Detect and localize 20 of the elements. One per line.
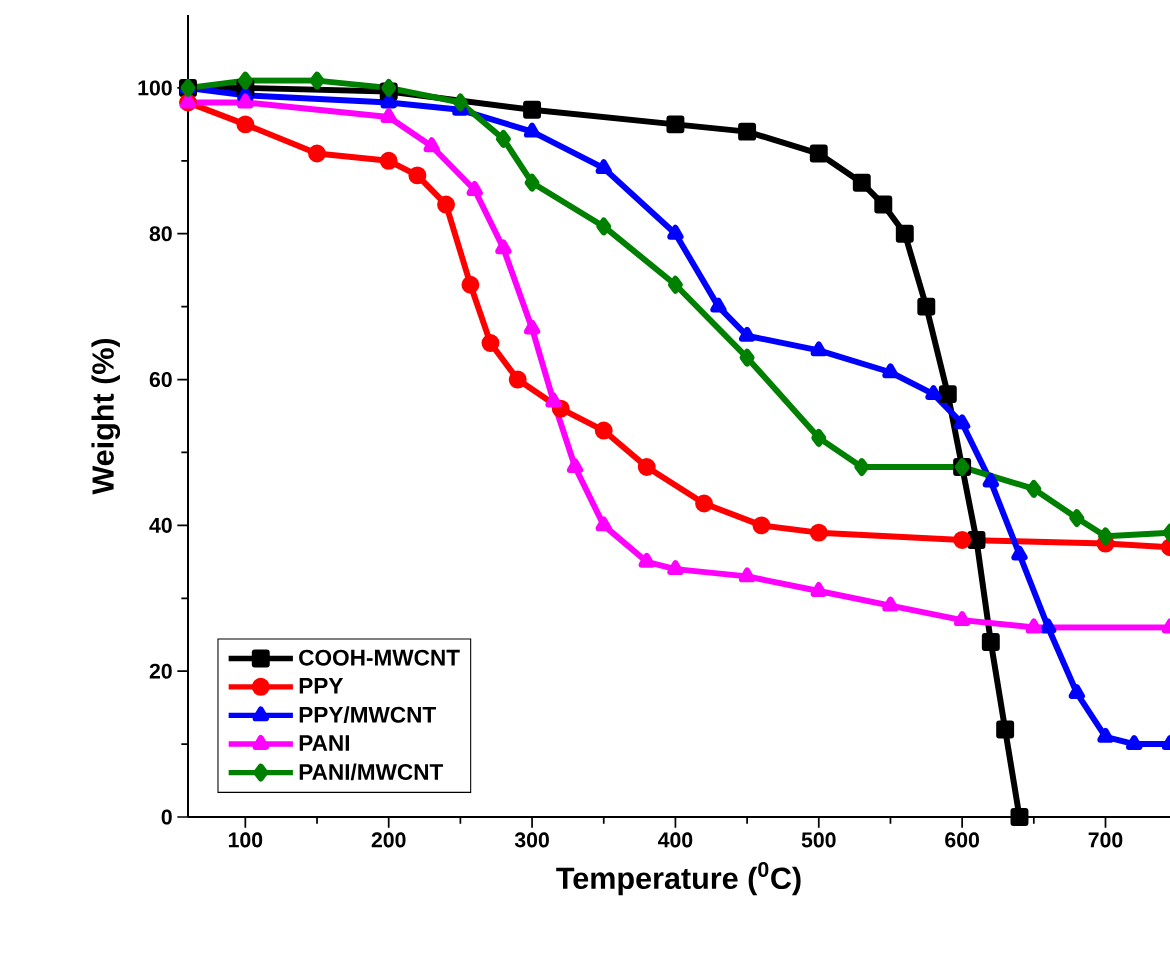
x-tick-label: 600 xyxy=(945,832,979,848)
y-axis-title: Weight (%) xyxy=(91,338,121,495)
legend-label: PANI/MWCNT xyxy=(299,763,444,781)
x-tick-label: 700 xyxy=(1088,832,1123,848)
x-tick-label: 400 xyxy=(658,832,693,848)
x-axis-title: Temperature ($^{0}$C) xyxy=(556,861,801,896)
y-tick-label: 0 xyxy=(161,809,172,825)
y-tick-label: 20 xyxy=(149,663,172,679)
x-tick-label: 300 xyxy=(514,832,549,848)
legend-label: PPY xyxy=(299,678,344,694)
y-tick-label: 60 xyxy=(149,372,172,388)
legend-label: PPY/MWCNT xyxy=(299,706,436,724)
x-tick-label: 500 xyxy=(801,832,836,848)
y-tick-label: 40 xyxy=(149,517,172,533)
y-tick-label: 80 xyxy=(149,226,172,242)
x-tick-label: 200 xyxy=(371,832,406,848)
legend-label: PANI xyxy=(299,735,349,751)
legend-label: COOH-MWCNT xyxy=(299,649,460,666)
y-tick-label: 100 xyxy=(138,80,172,96)
x-tick-label: 100 xyxy=(228,832,263,848)
